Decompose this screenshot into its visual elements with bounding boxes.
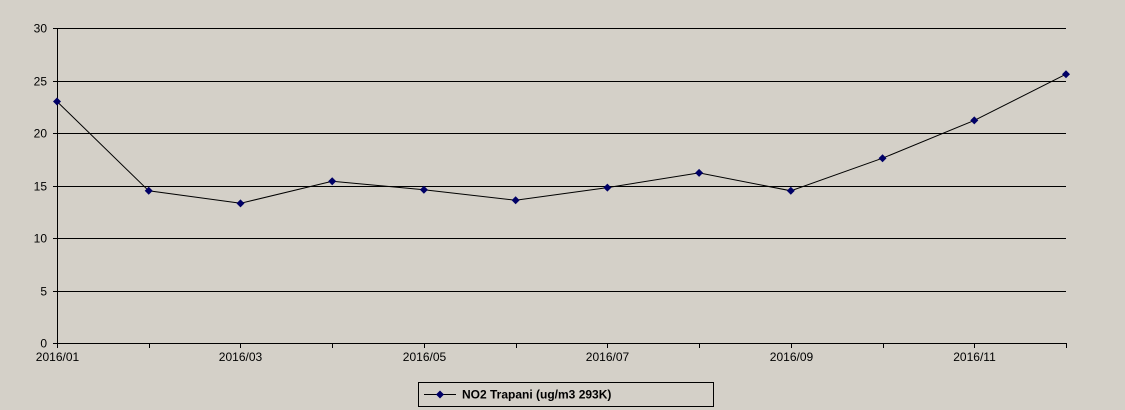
data-point bbox=[511, 196, 520, 205]
x-tick-label: 2016/11 bbox=[953, 350, 996, 364]
data-point bbox=[878, 154, 887, 163]
legend: NO2 Trapani (ug/m3 293K) bbox=[418, 382, 714, 407]
x-tick-label: 2016/03 bbox=[219, 350, 263, 364]
data-point bbox=[970, 116, 979, 125]
y-tick-label: 15 bbox=[34, 180, 48, 194]
data-point bbox=[53, 97, 61, 106]
data-point bbox=[603, 183, 612, 192]
data-point bbox=[695, 168, 704, 177]
x-tick-label: 2016/01 bbox=[36, 350, 80, 364]
y-tick-label: 20 bbox=[34, 127, 48, 141]
grid-layer bbox=[57, 28, 1066, 292]
axis-layer: 0 5 10 15 20 25 30 2016/01 2016/03 2016/05 2016/07… bbox=[34, 22, 1067, 364]
legend-box bbox=[418, 382, 714, 407]
x-tick-label: 2016/07 bbox=[586, 350, 630, 364]
series-layer bbox=[53, 70, 1070, 208]
data-point bbox=[236, 199, 245, 208]
data-point bbox=[786, 186, 795, 195]
y-tick-label: 30 bbox=[34, 22, 48, 36]
x-tick-label: 2016/09 bbox=[770, 350, 814, 364]
data-point bbox=[144, 186, 153, 195]
y-tick-label: 5 bbox=[40, 285, 47, 299]
data-point bbox=[328, 177, 337, 186]
x-tick-label: 2016/05 bbox=[403, 350, 447, 364]
data-point bbox=[1062, 70, 1070, 79]
y-tick-label: 0 bbox=[40, 337, 47, 351]
legend-marker bbox=[436, 390, 444, 399]
y-tick-label: 10 bbox=[34, 232, 48, 246]
data-point bbox=[419, 185, 428, 194]
legend-label: NO2 Trapani (ug/m3 293K) bbox=[462, 388, 611, 402]
series-line-0 bbox=[56, 73, 1067, 204]
y-tick-label: 25 bbox=[34, 75, 48, 89]
